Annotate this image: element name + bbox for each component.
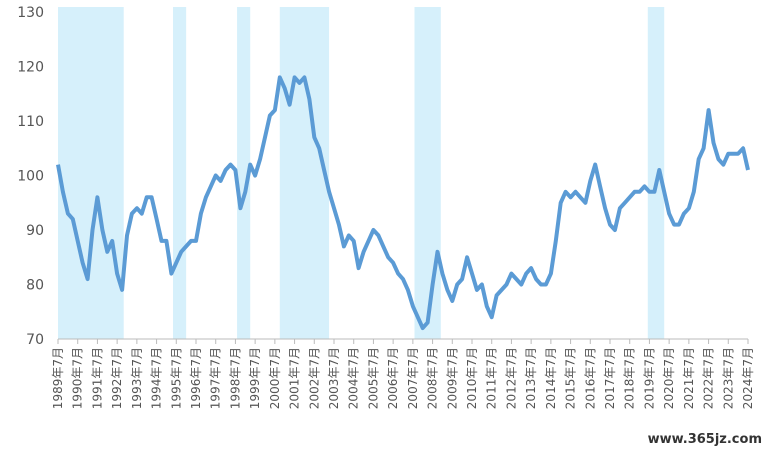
x-tick-label: 1991年7月	[90, 347, 104, 409]
shaded-period	[58, 7, 124, 339]
x-tick-label: 1999年7月	[248, 347, 262, 409]
x-tick-label: 2008年7月	[426, 347, 440, 409]
x-tick-label: 2011年7月	[485, 347, 499, 409]
x-tick-label: 2012年7月	[504, 347, 518, 409]
x-tick-label: 2000年7月	[268, 347, 282, 409]
x-tick-label: 1996年7月	[189, 347, 203, 409]
shaded-period	[237, 7, 251, 339]
x-tick-label: 1994年7月	[150, 347, 164, 409]
shaded-period	[647, 7, 665, 339]
x-tick-label: 2002年7月	[307, 347, 321, 409]
x-tick-label: 2006年7月	[386, 347, 400, 409]
x-tick-label: 2013年7月	[524, 347, 538, 409]
x-tick-label: 1993年7月	[130, 347, 144, 409]
x-tick-label: 2004年7月	[347, 347, 361, 409]
x-tick-label: 2005年7月	[366, 347, 380, 409]
x-tick-label: 2022年7月	[702, 347, 716, 409]
y-tick-label: 90	[26, 223, 44, 239]
y-tick-label: 80	[26, 278, 44, 294]
x-tick-label: 2023年7月	[721, 347, 735, 409]
shaded-period	[414, 7, 441, 339]
x-tick-label: 1990年7月	[71, 347, 85, 409]
y-tick-label: 130	[17, 5, 44, 21]
x-tick-label: 1995年7月	[169, 347, 183, 409]
x-tick-label: 2001年7月	[288, 347, 302, 409]
x-tick-label: 2018年7月	[623, 347, 637, 409]
x-tick-label: 2016年7月	[583, 347, 597, 409]
x-tick-label: 2003年7月	[327, 347, 341, 409]
x-tick-label: 2020年7月	[662, 347, 676, 409]
x-tick-label: 2010年7月	[465, 347, 479, 409]
x-tick-label: 2014年7月	[544, 347, 558, 409]
shaded-period	[279, 7, 330, 339]
y-tick-label: 100	[17, 169, 44, 185]
x-tick-label: 1997年7月	[209, 347, 223, 409]
x-tick-label: 1989年7月	[51, 347, 65, 409]
shaded-period	[173, 7, 187, 339]
x-tick-label: 1992年7月	[110, 347, 124, 409]
x-tick-label: 2007年7月	[406, 347, 420, 409]
watermark: www.365jz.com	[648, 432, 762, 447]
x-tick-label: 2021年7月	[682, 347, 696, 409]
data-line	[56, 75, 750, 331]
x-tick-label: 2024年7月	[741, 347, 755, 409]
y-tick-label: 110	[17, 114, 44, 130]
x-tick-label: 1998年7月	[228, 347, 242, 409]
x-tick-label: 2019年7月	[642, 347, 656, 409]
x-tick-label: 2017年7月	[603, 347, 617, 409]
x-tick-label: 2015年7月	[564, 347, 578, 409]
y-tick-label: 120	[17, 60, 44, 76]
y-tick-label: 70	[26, 332, 44, 348]
x-tick-label: 2009年7月	[445, 347, 459, 409]
